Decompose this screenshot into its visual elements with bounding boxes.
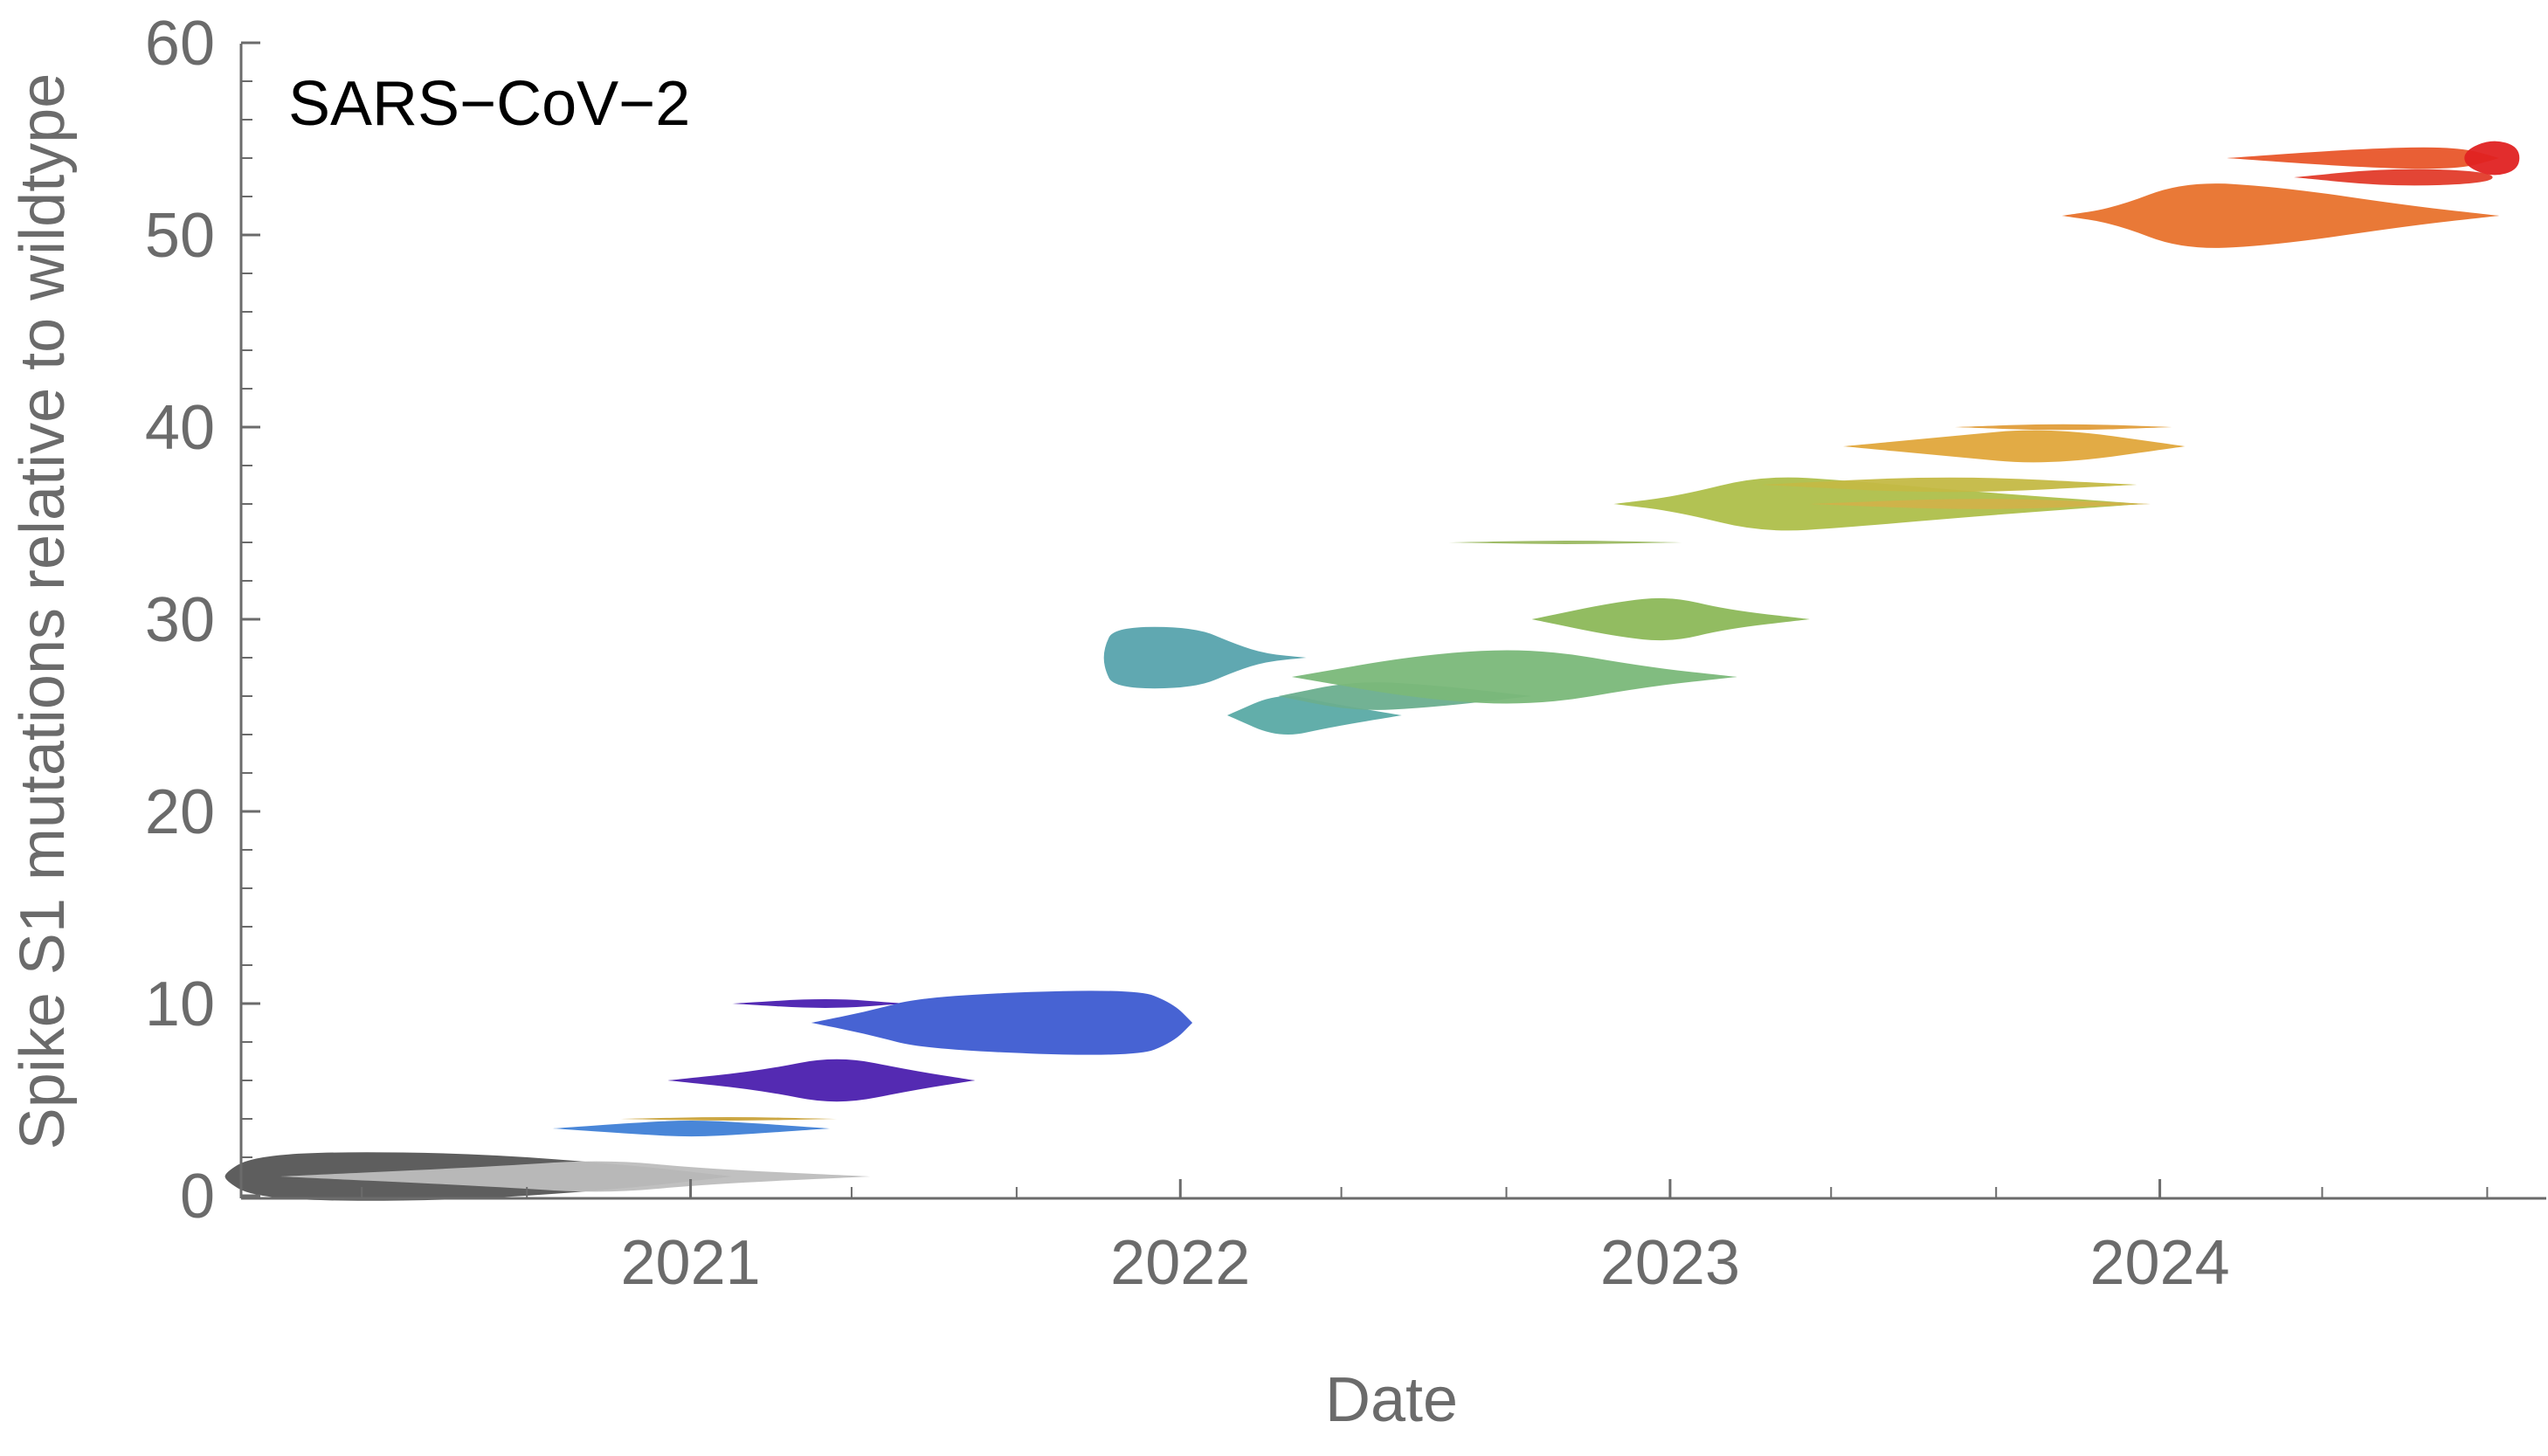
x-tick-label-2024: 2024 <box>2090 1228 2230 1298</box>
lineage-blob-13 <box>1448 541 1682 544</box>
lineage-blob-2 <box>280 1161 871 1192</box>
y-axis-title: Spike S1 mutations relative to wildtype <box>8 73 78 1150</box>
y-tick-label-30: 30 <box>145 585 215 655</box>
lineage-blob-8 <box>1103 626 1307 689</box>
lineage-blob-19 <box>2061 183 2500 248</box>
y-tick-label-10: 10 <box>145 970 215 1039</box>
lineage-blob-21 <box>2294 169 2493 186</box>
lineage-blob-6 <box>732 999 906 1008</box>
lineage-blob-9 <box>1227 696 1402 735</box>
y-tick-label-0: 0 <box>180 1162 215 1232</box>
lineage-blob-22 <box>2464 141 2520 176</box>
chart-title: SARS−CoV−2 <box>288 69 690 139</box>
y-tick-label-50: 50 <box>145 201 215 271</box>
y-tick-label-20: 20 <box>145 777 215 847</box>
lineage-blob-11 <box>1291 650 1737 704</box>
y-tick-label-40: 40 <box>145 393 215 463</box>
lineage-blob-18 <box>1954 424 2172 431</box>
lineage-blob-15 <box>1761 477 2137 493</box>
lineage-blob-7 <box>811 990 1193 1055</box>
lineage-blob-4 <box>620 1117 837 1121</box>
lineage-blob-5 <box>667 1059 976 1102</box>
x-tick-label-2023: 2023 <box>1600 1228 1740 1298</box>
lineage-blob-12 <box>1531 597 1810 641</box>
axes: 2021 2022 2023 2024 0 10 20 30 40 50 60 <box>145 9 2546 1298</box>
lineage-blob-16 <box>1809 499 2151 509</box>
x-axis-title: Date <box>1325 1365 1458 1435</box>
y-tick-label-60: 60 <box>145 9 215 79</box>
x-tick-label-2022: 2022 <box>1110 1228 1250 1298</box>
lineage-blob-20 <box>2227 147 2500 169</box>
lineage-blobs <box>224 141 2520 1201</box>
lineage-blob-17 <box>1843 430 2185 463</box>
lineage-blob-3 <box>552 1120 831 1137</box>
x-tick-label-2021: 2021 <box>621 1228 761 1298</box>
